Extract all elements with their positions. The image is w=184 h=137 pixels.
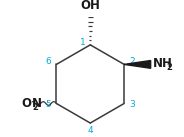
Text: 2: 2 [32,103,38,112]
Text: 5: 5 [45,100,51,109]
Polygon shape [124,61,151,68]
Text: O: O [21,97,31,110]
Text: 2: 2 [166,63,172,72]
Text: 2: 2 [129,57,135,66]
Text: 6: 6 [45,57,51,66]
Text: OH: OH [80,0,100,12]
Text: NH: NH [153,57,173,70]
Text: N: N [32,97,42,110]
Text: 3: 3 [130,100,135,109]
Text: 1: 1 [80,38,85,47]
Text: 4: 4 [87,126,93,135]
